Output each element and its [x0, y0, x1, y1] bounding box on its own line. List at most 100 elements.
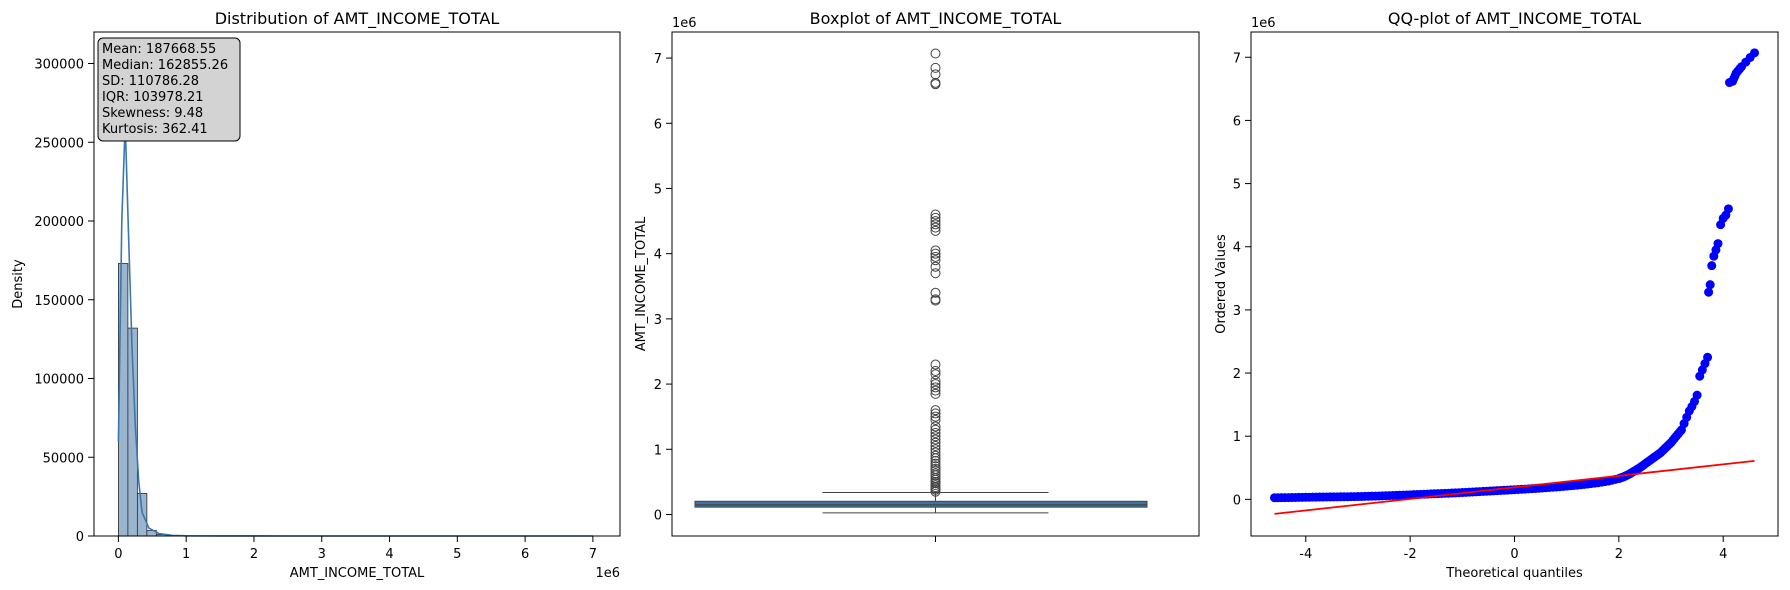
- y-offset-label: 1e6: [1251, 16, 1276, 31]
- y-tick-label: 0: [1233, 493, 1241, 508]
- stats-line: Median: 162855.26: [102, 58, 228, 73]
- outlier-point: [930, 427, 941, 438]
- x-tick-label: 6: [521, 547, 529, 562]
- x-tick-label: 4: [385, 547, 393, 562]
- iqr-box: [694, 500, 1148, 508]
- outlier-point: [930, 366, 941, 377]
- y-axis-label: Ordered Values: [1214, 234, 1229, 334]
- outlier-point: [930, 359, 941, 370]
- y-tick-label: 200000: [34, 215, 84, 230]
- outlier-point: [930, 245, 941, 256]
- y-axis-label: Density: [11, 259, 26, 309]
- y-tick-label: 3: [1233, 304, 1241, 319]
- outlier-point: [930, 414, 941, 425]
- outlier-point: [930, 424, 941, 435]
- x-tick-label: 4: [1719, 547, 1727, 562]
- y-tick-label: 2: [654, 378, 662, 393]
- outlier-point: [930, 48, 941, 59]
- outlier-point: [930, 444, 941, 455]
- y-tick-label: 4: [1233, 241, 1241, 256]
- y-tick-label: 5: [654, 182, 662, 197]
- chart-title: QQ-plot of AMT_INCOME_TOTAL: [1388, 9, 1641, 29]
- outlier-point: [930, 379, 941, 390]
- outlier-point: [930, 209, 941, 220]
- outlier-point: [930, 369, 941, 380]
- x-axis-label: AMT_INCOME_TOTAL: [290, 566, 425, 581]
- y-tick-label: 0: [76, 530, 84, 545]
- x-tick-label: 5: [453, 547, 461, 562]
- outlier-point: [930, 461, 941, 472]
- outlier-point: [930, 385, 941, 396]
- outlier-point: [930, 408, 941, 419]
- outlier-point: [930, 225, 941, 236]
- qq-point: [1703, 352, 1713, 362]
- y-tick-label: 3: [654, 313, 662, 328]
- qq-point: [1750, 48, 1760, 58]
- x-tick-label: 0: [114, 547, 122, 562]
- outlier-point: [930, 62, 941, 73]
- stats-line: IQR: 103978.21: [102, 90, 204, 105]
- stats-line: Mean: 187668.55: [102, 42, 216, 57]
- outlier-point: [930, 441, 941, 452]
- y-tick-label: 300000: [34, 58, 84, 73]
- stats-line: Skewness: 9.48: [102, 106, 203, 121]
- y-tick-label: 1: [654, 443, 662, 458]
- outlier-point: [930, 216, 941, 227]
- y-tick-label: 50000: [43, 451, 84, 466]
- kde-line: [117, 123, 593, 537]
- y-axis-label: AMT_INCOME_TOTAL: [634, 216, 649, 351]
- y-tick-label: 150000: [34, 294, 84, 309]
- x-tick-label: 0: [1510, 547, 1518, 562]
- qq-point: [1723, 204, 1733, 214]
- fit-line: [1274, 459, 1755, 515]
- y-tick-label: 250000: [34, 136, 84, 151]
- qq-point: [1692, 390, 1702, 400]
- outlier-point: [930, 248, 941, 259]
- stats-line: SD: 110786.28: [102, 74, 199, 89]
- outlier-point: [930, 431, 941, 442]
- outlier-point: [930, 437, 941, 448]
- outlier-point: [930, 268, 941, 279]
- outlier-point: [930, 434, 941, 445]
- outlier-point: [930, 421, 941, 432]
- outlier-point: [930, 251, 941, 262]
- axes-frame: [93, 31, 621, 537]
- qq-point: [1704, 287, 1714, 297]
- outlier-point: [930, 458, 941, 469]
- outlier-point: [930, 255, 941, 266]
- y-tick-label: 7: [654, 52, 662, 67]
- x-tick-label: 2: [250, 547, 258, 562]
- outlier-point: [930, 450, 941, 461]
- x-axis-label: Theoretical quantiles: [1445, 566, 1583, 581]
- outlier-point: [930, 219, 941, 230]
- outlier-point: [930, 456, 941, 467]
- outlier-point: [930, 468, 941, 479]
- axes-frame: [1250, 31, 1779, 537]
- x-offset-label: 1e6: [595, 566, 620, 581]
- x-tick-label: 2: [1615, 547, 1623, 562]
- y-tick-label: 2: [1233, 367, 1241, 382]
- y-offset-label: 1e6: [672, 16, 697, 31]
- qq-point: [1713, 239, 1723, 249]
- outlier-point: [930, 261, 941, 272]
- outlier-point: [930, 212, 941, 223]
- x-tick-label: 1: [182, 547, 190, 562]
- outlier-point: [930, 447, 941, 458]
- outlier-point: [930, 388, 941, 399]
- chart-title: Boxplot of AMT_INCOME_TOTAL: [810, 9, 1062, 29]
- y-tick-label: 4: [654, 248, 662, 263]
- y-tick-label: 5: [1233, 178, 1241, 193]
- qq-point: [1705, 280, 1715, 290]
- outlier-point: [930, 294, 941, 305]
- histogram-bar: [136, 493, 148, 537]
- outlier-point: [930, 287, 941, 298]
- x-tick-label: 3: [318, 547, 326, 562]
- chart-title: Distribution of AMT_INCOME_TOTAL: [215, 9, 500, 29]
- stats-line: Kurtosis: 362.41: [102, 122, 208, 137]
- y-tick-label: 100000: [34, 373, 84, 388]
- y-tick-label: 6: [1233, 114, 1241, 129]
- qq-point: [1707, 261, 1717, 271]
- y-tick-label: 0: [654, 508, 662, 523]
- outlier-point: [930, 405, 941, 416]
